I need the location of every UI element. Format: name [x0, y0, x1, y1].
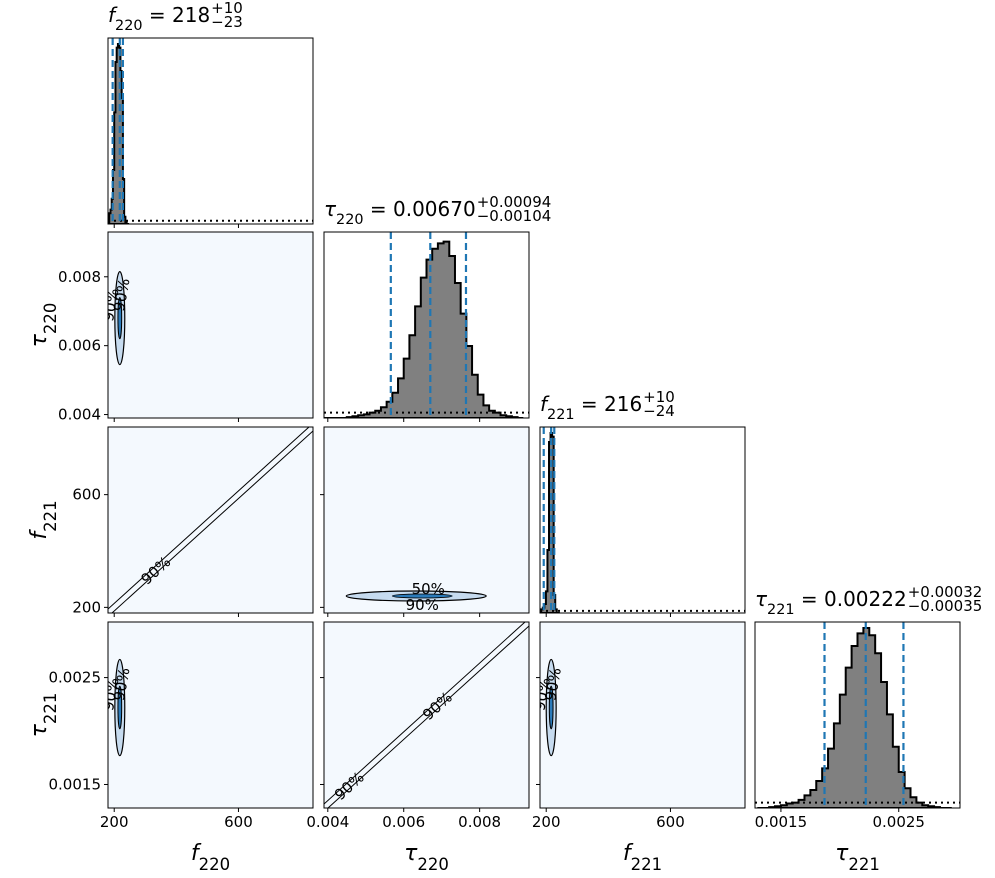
contour-label: 90%	[110, 666, 134, 702]
density-background	[108, 427, 313, 613]
panel-tau221-f221: 90%90%200 600	[532, 621, 746, 831]
panel-f220-f220: f220 = 218 +10−23	[107, 0, 314, 228]
histogram-tau220	[324, 240, 524, 418]
title-lower-error: −24	[643, 402, 675, 420]
y-axis-label-tau220: τ220	[27, 303, 60, 348]
panel-title: τ221 = 0.00222	[755, 587, 907, 618]
panel-frame	[107, 426, 314, 614]
panel-frame	[107, 231, 314, 419]
histogram-tau221	[757, 627, 952, 808]
title-lower-error: −23	[211, 13, 243, 31]
title-upper-error: +0.00094	[477, 193, 552, 211]
x-tick-label: 0.006	[382, 813, 425, 831]
x-tick-label: 0.004	[306, 813, 349, 831]
y-axis-label-tau221: τ221	[27, 693, 60, 738]
contour-50	[117, 685, 123, 730]
x-tick-label: 600	[224, 813, 253, 831]
y-tick-label: 0.006	[58, 337, 101, 355]
x-axis-label-f220: f220	[191, 841, 230, 874]
x-tick-label: 600	[656, 813, 685, 831]
density-background	[324, 622, 529, 808]
contour-90	[327, 625, 529, 808]
x-axis-label-tau220: τ220	[404, 841, 449, 874]
contour-label: 90%	[110, 277, 134, 313]
x-axis-label-tau221: τ221	[835, 841, 880, 874]
x-tick-label: 200	[532, 813, 561, 831]
panel-frame	[754, 621, 961, 809]
title-lower-error: −0.00035	[908, 597, 983, 615]
density-background	[108, 622, 313, 808]
density-background	[540, 622, 745, 808]
contour-90	[111, 430, 313, 613]
panel-tau221-tau220: 90%90%0.004 0.006 0.008	[306, 621, 530, 831]
panel-frame	[107, 37, 314, 225]
panel-f221-f221: f221 = 216 +10−24	[539, 388, 746, 617]
panel-title: f221 = 216	[540, 392, 642, 423]
title-upper-error: +10	[211, 0, 243, 17]
y-tick-label: 0.0025	[49, 669, 102, 687]
y-tick-label: 0.0015	[49, 775, 102, 793]
contour-label: 90%	[406, 596, 439, 614]
panel-frame	[323, 621, 530, 809]
contour-50	[117, 296, 123, 340]
panel-frame	[539, 426, 746, 614]
x-tick-label: 0.0015	[755, 813, 808, 831]
x-tick-label: 0.0025	[872, 813, 925, 831]
panel-tau220-tau220: τ220 = 0.00670 +0.00094−0.00104	[323, 193, 552, 422]
y-tick-label: 0.008	[58, 268, 101, 286]
title-lower-error: −0.00104	[477, 207, 552, 225]
contour-50	[548, 685, 554, 730]
x-tick-label: 0.008	[458, 813, 501, 831]
x-tick-label: 200	[100, 813, 129, 831]
contour-90	[324, 622, 526, 805]
contour-label: 50%	[412, 580, 445, 598]
y-axis-label-f221: f221	[27, 500, 60, 539]
panel-f221-tau220: 50%90%	[320, 426, 530, 617]
y-tick-label: 600	[72, 486, 101, 504]
density-background	[324, 427, 529, 613]
y-tick-label: 0.004	[58, 406, 101, 424]
contour-label: 90%	[541, 666, 565, 702]
contour-50	[391, 593, 453, 599]
panel-frame	[107, 621, 314, 809]
title-upper-error: +10	[643, 388, 675, 406]
x-axis-label-f221: f221	[623, 841, 662, 874]
panel-frame	[323, 426, 530, 614]
title-upper-error: +0.00032	[908, 583, 983, 601]
density-background	[108, 232, 313, 418]
panel-title: τ220 = 0.00670	[324, 197, 476, 228]
panel-title: f220 = 218	[108, 3, 210, 34]
y-tick-label: 200	[72, 598, 101, 616]
panel-frame	[539, 621, 746, 809]
panel-frame	[323, 231, 530, 419]
panel-tau221-tau221: τ221 = 0.00222 +0.00032−0.00035 0.0015 0.00…	[754, 583, 983, 831]
contour-90	[108, 427, 310, 610]
